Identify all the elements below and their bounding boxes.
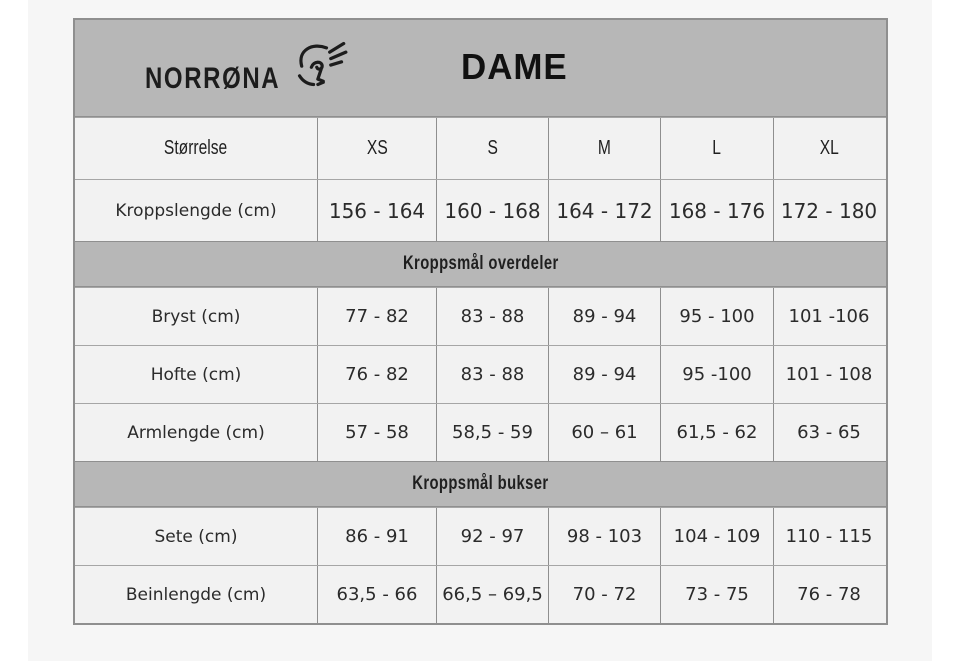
- table-row: Armlengde (cm) 57 - 58 58,5 - 59 60 – 61…: [75, 403, 886, 461]
- size-chart-table: NORRØNA DAME Størrelse XS S M L: [73, 18, 888, 625]
- table-row: Hofte (cm) 76 - 82 83 - 88 89 - 94 95 -1…: [75, 345, 886, 403]
- section-header-row: Kroppsmål bukser: [75, 461, 886, 507]
- value-cell: 95 -100: [660, 346, 773, 403]
- size-cell-s: S: [436, 118, 548, 179]
- value-cell: 172 - 180: [773, 180, 884, 241]
- value-cell: 104 - 109: [660, 508, 773, 565]
- value-cell: 160 - 168: [436, 180, 548, 241]
- section-title-cell: Kroppsmål overdeler: [402, 253, 559, 274]
- value-cell: 73 - 75: [660, 566, 773, 623]
- table-row: Kroppslengde (cm) 156 - 164 160 - 168 16…: [75, 179, 886, 241]
- value-cell: 61,5 - 62: [660, 404, 773, 461]
- row-label-cell: Beinlengde (cm): [125, 584, 267, 605]
- value-cell: 76 - 78: [773, 566, 884, 623]
- value-cell: 89 - 94: [548, 346, 660, 403]
- value-cell: 83 - 88: [436, 288, 548, 345]
- table-row: Beinlengde (cm) 63,5 - 66 66,5 – 69,5 70…: [75, 565, 886, 623]
- value-cell: 58,5 - 59: [436, 404, 548, 461]
- value-cell: 156 - 164: [317, 180, 436, 241]
- row-label-cell: Armlengde (cm): [127, 422, 265, 443]
- value-cell: 63,5 - 66: [317, 566, 436, 623]
- value-cell: 60 – 61: [548, 404, 660, 461]
- value-cell: 101 - 108: [773, 346, 884, 403]
- table-row-sizes: Størrelse XS S M L XL: [75, 117, 886, 179]
- size-cell-xl: XL: [773, 118, 884, 179]
- size-cell-xs: XS: [317, 118, 436, 179]
- table-row: Sete (cm) 86 - 91 92 - 97 98 - 103 104 -…: [75, 507, 886, 565]
- row-label-cell: Størrelse: [164, 137, 228, 159]
- value-cell: 101 -106: [773, 288, 884, 345]
- value-cell: 89 - 94: [548, 288, 660, 345]
- brand-header-row: NORRØNA DAME: [75, 20, 886, 117]
- section-header-row: Kroppsmål overdeler: [75, 241, 886, 287]
- value-cell: 110 - 115: [773, 508, 884, 565]
- value-cell: 92 - 97: [436, 508, 548, 565]
- viking-head-icon: [297, 41, 348, 87]
- row-label-cell: Sete (cm): [154, 526, 238, 547]
- row-label-cell: Hofte (cm): [150, 364, 242, 385]
- value-cell: 76 - 82: [317, 346, 436, 403]
- table-row: Bryst (cm) 77 - 82 83 - 88 89 - 94 95 - …: [75, 287, 886, 345]
- value-cell: 83 - 88: [436, 346, 548, 403]
- chart-title: DAME: [461, 46, 568, 88]
- value-cell: 98 - 103: [548, 508, 660, 565]
- value-cell: 164 - 172: [548, 180, 660, 241]
- row-label-cell: Kroppslengde (cm): [115, 200, 277, 221]
- value-cell: 66,5 – 69,5: [436, 566, 548, 623]
- value-cell: 95 - 100: [660, 288, 773, 345]
- norrona-logo: NORRØNA: [145, 38, 348, 98]
- size-chart-panel: NORRØNA DAME Størrelse XS S M L: [28, 0, 932, 661]
- value-cell: 77 - 82: [317, 288, 436, 345]
- norrona-logo-text: NORRØNA: [145, 62, 281, 95]
- value-cell: 57 - 58: [317, 404, 436, 461]
- section-title-cell: Kroppsmål bukser: [412, 473, 549, 494]
- value-cell: 168 - 176: [660, 180, 773, 241]
- value-cell: 63 - 65: [773, 404, 884, 461]
- value-cell: 86 - 91: [317, 508, 436, 565]
- size-cell-m: M: [548, 118, 660, 179]
- row-label-cell: Bryst (cm): [151, 306, 241, 327]
- value-cell: 70 - 72: [548, 566, 660, 623]
- size-cell-l: L: [660, 118, 773, 179]
